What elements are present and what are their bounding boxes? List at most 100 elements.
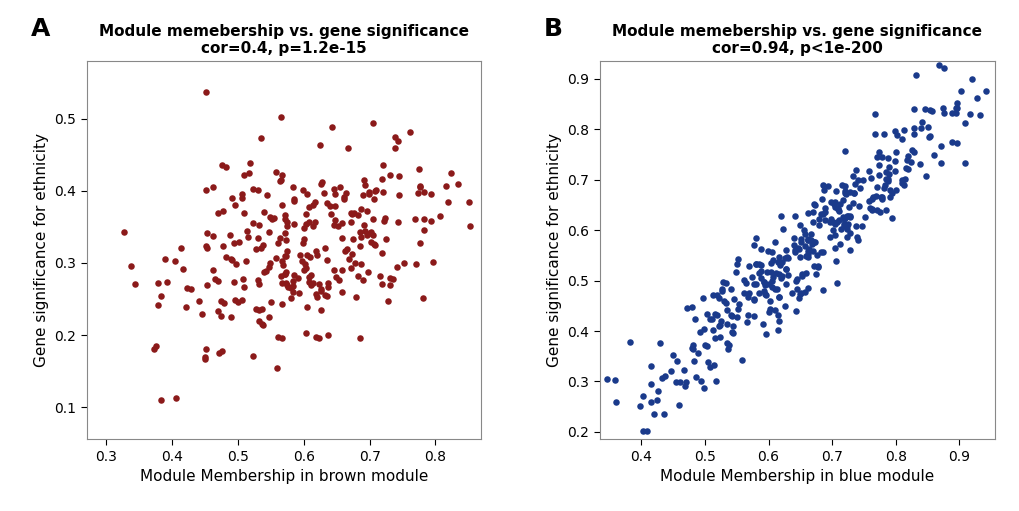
Point <box>835 213 851 221</box>
Point <box>631 402 647 410</box>
Point <box>367 241 383 249</box>
Point <box>347 293 364 301</box>
Point <box>877 175 894 183</box>
Point <box>898 156 914 164</box>
Point <box>409 190 425 198</box>
Point <box>277 268 293 276</box>
Point <box>342 210 359 218</box>
Point <box>838 212 854 220</box>
Point <box>866 110 882 119</box>
Point <box>684 344 700 352</box>
Point <box>807 270 823 278</box>
Point <box>278 222 294 230</box>
Point <box>757 331 773 339</box>
Point <box>719 345 736 353</box>
Point <box>273 175 289 183</box>
Point <box>812 195 828 203</box>
Point <box>274 171 290 179</box>
Point <box>297 260 313 268</box>
Point <box>150 301 166 309</box>
Point <box>853 222 869 230</box>
Point <box>753 245 769 253</box>
Point <box>704 326 720 334</box>
Point <box>277 252 293 261</box>
Point <box>868 152 884 160</box>
Point <box>933 104 950 112</box>
Point <box>934 64 951 72</box>
Point <box>804 218 820 226</box>
Point <box>770 261 787 269</box>
Point <box>948 104 964 112</box>
Point <box>235 209 252 217</box>
Point <box>622 338 638 346</box>
Point <box>777 265 794 273</box>
Point <box>789 285 805 293</box>
Point <box>836 220 852 228</box>
Point <box>880 187 897 195</box>
Point <box>830 207 847 215</box>
Point <box>880 170 897 178</box>
Point <box>920 133 936 142</box>
Point <box>262 298 278 307</box>
Point <box>765 238 782 246</box>
Point <box>309 250 325 259</box>
Point <box>764 256 781 264</box>
Point <box>177 304 194 312</box>
Point <box>213 346 229 355</box>
Point <box>767 269 784 277</box>
Point <box>873 195 890 203</box>
Point <box>827 258 844 266</box>
Point <box>422 190 438 198</box>
Point <box>710 322 727 331</box>
Point <box>847 180 863 188</box>
Point <box>772 274 789 282</box>
Point <box>895 126 911 134</box>
Point <box>356 180 372 189</box>
Point <box>387 144 404 152</box>
Point <box>911 160 927 168</box>
Point <box>800 236 816 244</box>
Point <box>690 349 706 357</box>
Point <box>947 109 963 118</box>
Point <box>331 182 347 191</box>
Point <box>836 214 852 222</box>
Point <box>899 151 915 159</box>
Point <box>713 287 730 295</box>
Point <box>752 261 768 269</box>
Point <box>198 87 214 96</box>
Point <box>822 198 839 206</box>
Point <box>199 228 215 237</box>
Point <box>757 291 773 299</box>
Point <box>847 166 863 174</box>
Point <box>374 249 390 257</box>
Point <box>770 317 787 326</box>
Point <box>685 357 701 365</box>
Point <box>810 221 826 229</box>
Point <box>333 288 350 296</box>
Point <box>956 159 972 167</box>
Point <box>330 275 346 284</box>
Point <box>342 264 359 272</box>
Point <box>799 252 815 261</box>
Point <box>776 254 793 262</box>
Point <box>319 292 335 300</box>
Point <box>336 193 353 201</box>
Point <box>268 364 284 373</box>
Point <box>668 357 685 365</box>
Point <box>326 202 342 210</box>
Point <box>362 228 378 237</box>
Point <box>773 272 790 280</box>
Title: Module memebership vs. gene significance
cor=0.4, p=1.2e-15: Module memebership vs. gene significance… <box>99 24 469 56</box>
Point <box>285 197 302 205</box>
Point <box>728 268 744 276</box>
Point <box>357 227 373 235</box>
Point <box>677 378 693 386</box>
Point <box>672 378 688 386</box>
Point <box>907 71 923 79</box>
Point <box>696 341 712 349</box>
Point <box>695 326 711 334</box>
Point <box>822 215 839 223</box>
Point <box>806 200 822 208</box>
Point <box>284 277 301 285</box>
Point <box>710 294 727 302</box>
